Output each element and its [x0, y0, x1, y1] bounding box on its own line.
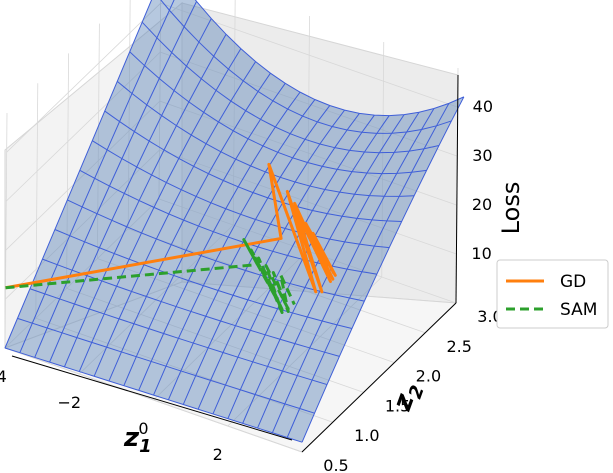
- y-tick-label: 0.5: [323, 456, 348, 473]
- surface-wire-y-8: [104, 110, 402, 222]
- x-axis-line: [11, 355, 293, 441]
- surface-fill: [5, 0, 464, 443]
- legend-box: [496, 259, 609, 329]
- y-tick-label: 2.5: [446, 337, 471, 356]
- surface-wire-x-14: [212, 114, 375, 415]
- z-tick-label: 10: [471, 244, 491, 263]
- surface-wire-y-11: [141, 21, 440, 154]
- surface-wire-y-9: [116, 81, 415, 197]
- z-tick-label: 20: [472, 195, 492, 214]
- surface-wire-y-7: [92, 140, 390, 249]
- surface-wire-y-12: [160, 0, 452, 134]
- surface-wire-x-20: [301, 96, 465, 443]
- x-tick-labels: −4 −2 0 2 4: [0, 367, 297, 473]
- x-tick-label: −2: [57, 393, 81, 412]
- surface-wire-y-3: [42, 258, 340, 357]
- surface-wire-y-10: [129, 51, 427, 175]
- surface-wire-x-19: [286, 103, 450, 438]
- gridline-y-4: [127, 0, 426, 334]
- surface-wire-x-17: [257, 112, 420, 429]
- gridline-y-2: [66, 53, 364, 393]
- z-tick-labels: 10 20 30 40: [471, 97, 493, 263]
- y-axis: 0.51.01.52.02.53.0 z2: [301, 302, 503, 473]
- surface-wire-y-0: [4, 347, 303, 443]
- legend-gd-label: GD: [560, 272, 586, 292]
- surface-wire-x-10: [153, 99, 316, 396]
- legend-sam-label: SAM: [560, 300, 597, 320]
- surface-wire-x-12: [182, 109, 345, 405]
- y-tick-label: 1.5: [385, 396, 410, 415]
- y-axis-line: [301, 302, 457, 453]
- gridline-y-5: [158, 0, 457, 304]
- x-tick-label: 4: [287, 471, 297, 473]
- y-tick-label: 1.0: [354, 426, 379, 445]
- x-tick-label: −4: [0, 367, 7, 386]
- surface-wire-x-11: [167, 105, 331, 401]
- surface-wire-x-6: [93, 61, 257, 377]
- surface-wire-x-3: [49, 18, 212, 363]
- surface-wire-x-5: [78, 48, 242, 372]
- surface-wire-x-1: [19, 0, 175, 353]
- z-tick-label: 30: [472, 146, 492, 165]
- x-tick-label: 2: [213, 445, 223, 464]
- gridline-y-3: [96, 23, 395, 363]
- surface-wire-x-7: [108, 72, 271, 382]
- legend: GD SAM: [496, 259, 609, 329]
- gridline-z-1: [5, 100, 457, 251]
- x-axis-label-subscript: 1: [139, 436, 152, 457]
- z-tick-label: 40: [473, 97, 493, 116]
- surface-wire-y-2: [29, 288, 328, 386]
- y-tick-label: 2.0: [416, 367, 441, 386]
- surface-wire-x-4: [63, 34, 227, 368]
- z-axis-line: [455, 74, 459, 304]
- surface-wire-x-18: [271, 108, 435, 433]
- trajectories: [5, 162, 337, 314]
- gridline-z-2: [5, 51, 458, 202]
- z-axis-label: Loss: [497, 182, 525, 235]
- surface-wire-x-8: [123, 83, 286, 386]
- gridline-z-3: [6, 2, 458, 153]
- x-axis-label: z1: [123, 423, 152, 457]
- trajectory-gd: [5, 162, 337, 294]
- y-tick-label: 3.0: [477, 307, 502, 326]
- trajectory-sam: [5, 238, 296, 314]
- gridline-z-0: [5, 149, 457, 300]
- surface-wire-x-9: [138, 91, 301, 391]
- x-axis: −4 −2 0 2 4 z1: [0, 355, 297, 473]
- x-tick-label: 0: [138, 419, 148, 438]
- surface-wire-y-13: [194, 0, 465, 117]
- surface-wire-x-2: [34, 1, 198, 358]
- y-tick-labels: 0.5 1.0 1.5 2.0 2.5 3.0: [323, 307, 502, 473]
- z-axis: 10 20 30 40 Loss: [455, 74, 525, 304]
- surface-wire-y-1: [17, 317, 315, 414]
- surface-wire-y-4: [54, 229, 353, 330]
